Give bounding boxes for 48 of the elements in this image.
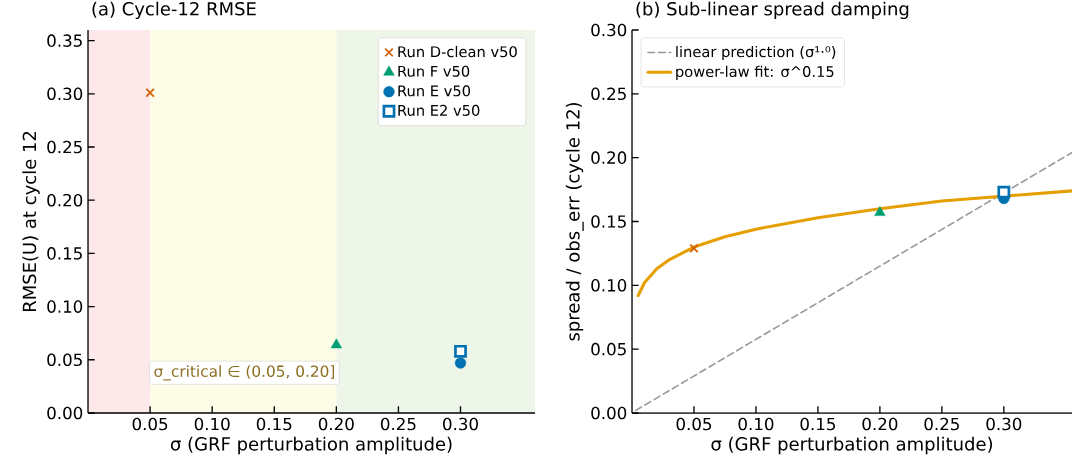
x-tick-label: 0.20 — [862, 417, 898, 431]
x-tick-label: 0.20 — [318, 417, 354, 431]
y-tick-label: 0.10 — [591, 279, 627, 292]
y-tick-label: 0.05 — [47, 353, 82, 367]
point — [997, 185, 1011, 199]
point — [454, 357, 467, 369]
legend-label: Run E2 v50 — [398, 104, 480, 116]
x-axis-title: σ (GRF perturbation amplitude) — [170, 436, 452, 455]
y-tick-label: 0.00 — [591, 406, 627, 420]
legend-label: Run E v50 — [398, 85, 471, 97]
y-tick-label: 0.00 — [47, 406, 83, 420]
x-tick-label: 0.10 — [194, 417, 230, 431]
legend-label: power-law fit: σ^0.15 — [676, 65, 834, 80]
x-tick-label: 0.05 — [132, 417, 168, 431]
point — [330, 338, 342, 349]
legend-label: Run F v50 — [398, 65, 470, 77]
y-axis-title: spread / obs_err (cycle 12) — [565, 102, 584, 341]
x-tick-label: 0.05 — [676, 417, 712, 431]
x-tick-label: 0.10 — [738, 417, 774, 431]
chart-title: (b) Sub-linear spread damping — [636, 1, 909, 20]
y-tick-label: 0.15 — [591, 215, 626, 228]
y-tick-label: 0.10 — [47, 300, 83, 313]
y-tick-label: 0.25 — [47, 140, 82, 154]
x-tick-label: 0.30 — [443, 417, 478, 431]
legend-label: Run D-clean v50 — [398, 45, 517, 58]
point — [874, 206, 886, 216]
annotation: σ_critical ∈ (0.05, 0.20] — [154, 365, 335, 381]
x-tick-label: 0.15 — [800, 417, 836, 431]
y-tick-label: 0.20 — [591, 151, 627, 164]
x-tick-label: 0.30 — [986, 417, 1022, 431]
y-tick-label: 0.20 — [47, 193, 83, 207]
y-tick-label: 0.25 — [591, 87, 626, 101]
y-tick-label: 0.30 — [47, 87, 83, 101]
y-tick-label: 0.05 — [591, 342, 626, 356]
y-tick-label: 0.35 — [47, 34, 82, 47]
x-tick-label: 0.25 — [924, 417, 959, 431]
point — [145, 88, 155, 98]
chart-title: (a) Cycle-12 RMSE — [92, 1, 256, 20]
point — [454, 344, 467, 358]
x-tick-label: 0.25 — [380, 417, 416, 431]
y-tick-label: 0.30 — [591, 23, 627, 37]
line-series — [636, 189, 1073, 298]
y-axis-title: RMSE(U) at cycle 12 — [22, 131, 40, 312]
point — [689, 243, 699, 253]
x-axis-title: σ (GRF perturbation amplitude) — [711, 436, 993, 455]
x-tick-label: 0.15 — [256, 417, 292, 431]
legend-label: linear prediction (σ¹·⁰) — [676, 45, 836, 61]
y-tick-label: 0.15 — [47, 247, 82, 260]
